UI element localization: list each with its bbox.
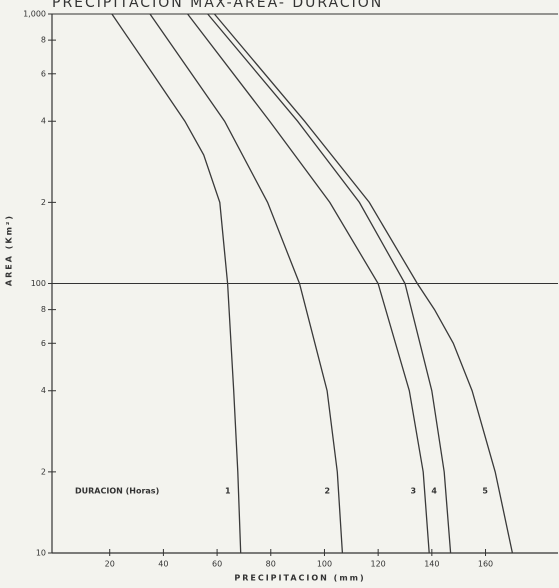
y-tick-label: 6 (41, 339, 46, 348)
curve (111, 13, 242, 554)
curve-label: 4 (431, 487, 437, 496)
curve (213, 13, 514, 554)
curve (149, 13, 344, 554)
x-tick-label: 140 (424, 560, 439, 569)
x-tick-label: 80 (266, 560, 276, 569)
chart-title: PRECIPITACION MAX-AREA- DURACION (52, 0, 383, 11)
x-tick-label: 100 (317, 560, 332, 569)
y-tick-label: 4 (41, 117, 46, 126)
curve-label: 5 (482, 487, 488, 496)
annotation: DURACION (Horas) (75, 487, 159, 496)
x-axis-label: PRECIPITACION (mm) (234, 574, 365, 583)
y-tick-label: 10 (36, 549, 46, 558)
x-tick-label: 60 (212, 560, 222, 569)
x-tick-label: 120 (371, 560, 386, 569)
curve-label: 2 (325, 487, 331, 496)
curve-label: 1 (225, 487, 231, 496)
x-tick-label: 40 (158, 560, 168, 569)
y-axis-label: AREA (Km²) (5, 214, 14, 286)
x-tick-label: 160 (478, 560, 493, 569)
y-tick-label: 8 (41, 305, 46, 314)
curve-label: 3 (410, 487, 416, 496)
y-tick-label: 2 (41, 467, 46, 476)
y-tick-label: 2 (41, 198, 46, 207)
curve (207, 13, 452, 554)
y-tick-label: 6 (41, 69, 46, 78)
curve (187, 13, 430, 554)
y-tick-label: 4 (41, 386, 46, 395)
y-tick-label: 8 (41, 36, 46, 45)
y-tick-label: 1,000 (23, 10, 46, 19)
y-tick-label: 100 (31, 279, 46, 288)
x-tick-label: 20 (105, 560, 115, 569)
